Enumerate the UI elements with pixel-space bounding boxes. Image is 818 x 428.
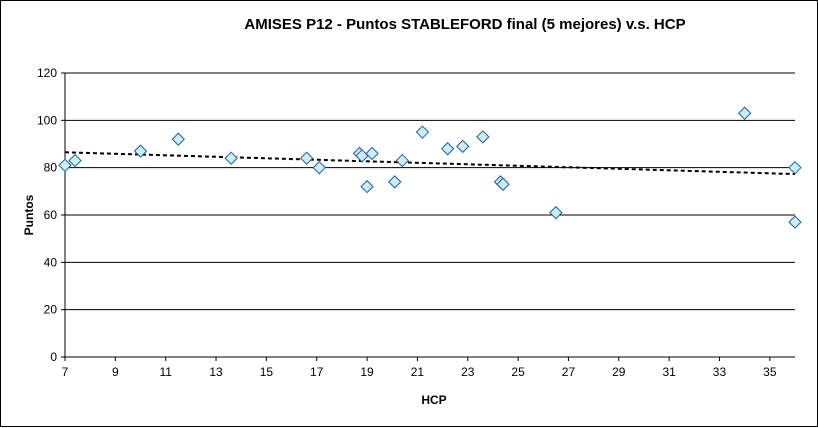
- data-point-1: [68, 153, 82, 168]
- x-tick-label: 23: [461, 365, 475, 379]
- y-tick-label: 80: [44, 161, 58, 175]
- data-point-11: [388, 175, 402, 189]
- data-point-14: [440, 142, 455, 156]
- trendline-group: [64, 151, 796, 176]
- y-axis-label: Puntos: [22, 194, 36, 235]
- x-tick-label: 29: [612, 365, 626, 379]
- data-point-6: [312, 160, 326, 175]
- data-point-22: [788, 215, 802, 229]
- chart-title: AMISES P12 - Puntos STABLEFORD final (5 …: [244, 16, 685, 33]
- x-tick-label: 27: [562, 365, 576, 379]
- x-tick-label: 31: [662, 365, 676, 379]
- data-point-18: [496, 177, 510, 191]
- data-point-2: [133, 144, 148, 158]
- data-point-9: [360, 179, 374, 194]
- data-point-4: [224, 151, 238, 165]
- data-point-13: [415, 125, 430, 139]
- data-point-12: [395, 153, 410, 168]
- data-point-0: [58, 158, 72, 173]
- data-points: [58, 106, 802, 229]
- x-tick-label: 13: [209, 365, 223, 379]
- data-point-20: [737, 106, 752, 120]
- x-tick-label: 25: [511, 365, 525, 379]
- data-point-19: [549, 205, 563, 220]
- y-tick-label: 100: [37, 113, 57, 127]
- x-tick-label: 17: [310, 365, 324, 379]
- trendline: [64, 151, 796, 176]
- data-point-16: [476, 130, 490, 144]
- x-tick-labels: 7 9 11 13 15 17 19 21 23 25 27 29 31 33 35: [62, 365, 777, 379]
- x-tick-label: 19: [360, 365, 374, 379]
- x-tick-label: 15: [260, 365, 274, 379]
- data-point-21: [788, 160, 802, 175]
- y-tick-label: 0: [50, 350, 57, 364]
- data-point-15: [456, 139, 470, 154]
- y-tick-label: 20: [44, 303, 58, 317]
- y-tick-label: 120: [37, 66, 57, 80]
- y-tick-label: 40: [44, 255, 58, 269]
- data-point-10: [365, 146, 379, 161]
- x-tick-label: 35: [763, 365, 777, 379]
- y-tick-label: 60: [44, 208, 58, 222]
- x-tick-label: 7: [62, 365, 69, 379]
- gridlines: [65, 72, 795, 311]
- x-tick-label: 33: [713, 365, 727, 379]
- y-tick-labels: 0 20 40 60 80 100 120: [37, 66, 57, 364]
- x-axis-label: HCP: [421, 393, 446, 407]
- x-tick-label: 9: [112, 365, 119, 379]
- x-tick-label: 21: [411, 365, 425, 379]
- data-point-5: [299, 151, 314, 165]
- x-tick-label: 11: [159, 365, 172, 379]
- data-point-3: [171, 132, 185, 146]
